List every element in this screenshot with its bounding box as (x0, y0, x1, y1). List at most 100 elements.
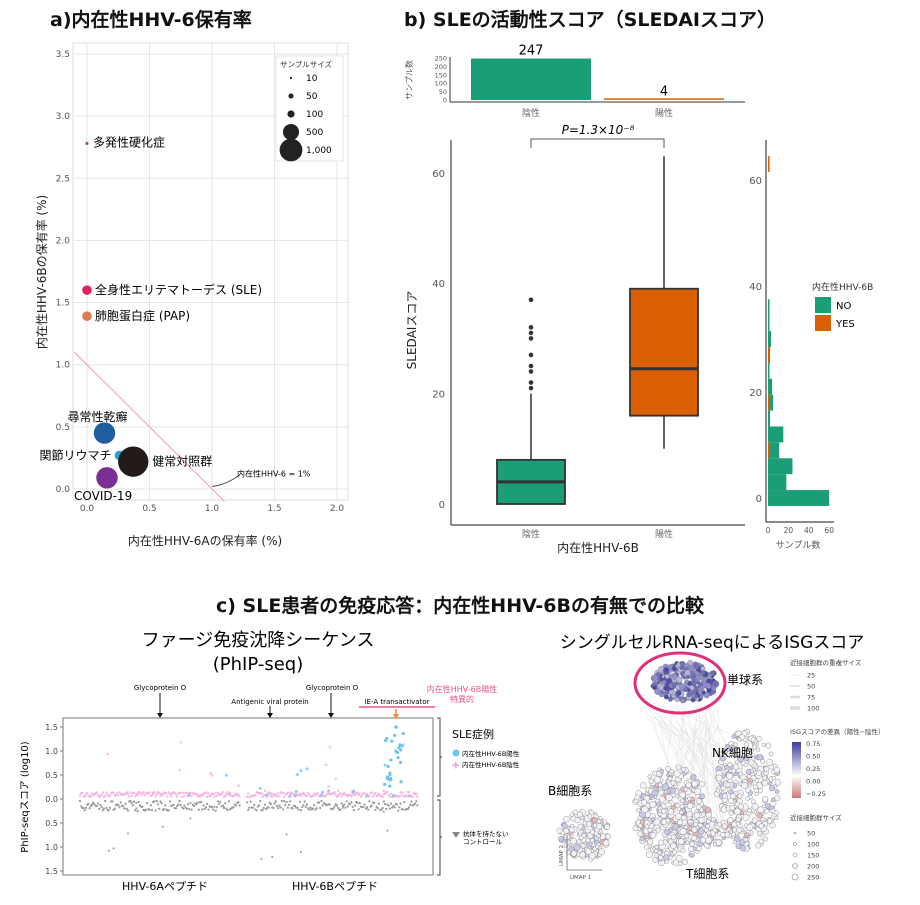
cell-neighborhood (687, 819, 693, 825)
positive-point (321, 790, 325, 794)
negative-point (114, 793, 118, 797)
control-point (319, 806, 322, 810)
cell-neighborhood (661, 680, 667, 685)
negative-point (336, 789, 340, 793)
control-point (189, 801, 192, 805)
phipseq-plot: ファージ免疫沈降シーケンス (PhIP-seq) 1.5 1.0 0.5 0.0 0.5… (20, 630, 520, 893)
cell-neighborhood (720, 806, 728, 813)
y-tick: 3.5 (56, 50, 70, 60)
outlier-point (528, 369, 534, 374)
cell-neighborhood (756, 747, 761, 752)
negative-point (213, 795, 216, 799)
x-tick: 0.0 (80, 504, 95, 514)
cell-neighborhood (605, 833, 611, 840)
cell-neighborhood (639, 836, 645, 842)
control-point (351, 805, 354, 809)
y-tick: 0.0 (45, 795, 58, 804)
x-tick: 0 (766, 526, 771, 535)
y-tick: 0 (443, 97, 447, 105)
bar (471, 58, 591, 100)
control-point (87, 802, 90, 806)
negative-point (316, 792, 319, 795)
control-point (345, 800, 348, 803)
control-point (158, 807, 161, 810)
negative-point (283, 795, 286, 799)
cell-neighborhood (563, 815, 570, 823)
cell-neighborhood (688, 665, 695, 672)
control-point (129, 799, 132, 803)
cell-neighborhood (687, 796, 692, 801)
size-legend-label: 150 (807, 852, 819, 860)
cell-neighborhood (747, 807, 753, 813)
control-point (367, 808, 370, 811)
cell-neighborhood (758, 838, 764, 844)
cell-neighborhood (735, 817, 741, 822)
negative-point (260, 792, 263, 795)
cell-neighborhood (679, 791, 686, 799)
negative-point (161, 793, 164, 797)
positive-point (258, 786, 262, 790)
y-tick: 50 (439, 88, 447, 96)
control-point (88, 807, 91, 810)
control-point (399, 802, 402, 805)
cell-neighborhood (570, 837, 577, 845)
cell-neighborhood (679, 828, 687, 836)
y-tick: 40 (432, 279, 445, 290)
outlier-point (528, 325, 534, 330)
cell-neighborhood (715, 774, 723, 782)
cell-neighborhood (765, 742, 772, 749)
control-point (232, 806, 235, 809)
control-point (291, 807, 294, 810)
point-label: 尋常性乾癬 (68, 409, 128, 424)
score-legend-label: 0.75 (806, 740, 820, 748)
annotation-glycoprotein-o-b: Glycoprotein O (306, 684, 359, 692)
cell-neighborhood (680, 798, 685, 804)
control-point (272, 806, 275, 809)
control-point (134, 809, 137, 812)
cell-neighborhood (659, 769, 664, 774)
negative-point (327, 785, 330, 788)
size-legend: サンプルサイズ 10 50 100 500 1,000 (275, 55, 344, 162)
negative-point (398, 795, 401, 798)
control-point (197, 808, 200, 811)
cell-neighborhood (679, 810, 684, 815)
control-point (223, 807, 225, 810)
positive-point (383, 782, 387, 787)
negative-point (407, 790, 411, 794)
y-tick: 0.5 (56, 423, 70, 433)
control-point (144, 808, 148, 811)
negative-point (105, 791, 108, 794)
legend-negative-marker: ✚ (452, 762, 460, 772)
negative-point (89, 794, 93, 798)
control-point (285, 800, 288, 804)
negative-point (305, 794, 309, 798)
cell-neighborhood (768, 751, 774, 757)
control-point (237, 801, 240, 804)
negative-point (179, 740, 183, 744)
control-point (391, 806, 394, 809)
negative-point (388, 795, 391, 799)
negative-point (358, 792, 361, 795)
cell-neighborhood (671, 672, 678, 679)
cell-neighborhood (712, 680, 720, 688)
control-point (298, 800, 301, 804)
control-point (96, 802, 100, 805)
hist-x-label: サンプル数 (776, 539, 821, 551)
negative-point (353, 793, 357, 797)
control-point (302, 804, 305, 807)
cell-neighborhood (675, 802, 681, 809)
positive-point (385, 736, 389, 740)
cell-neighborhood (680, 848, 686, 853)
control-point (271, 855, 274, 858)
positive-point (388, 784, 392, 788)
data-point (82, 311, 92, 322)
control-point (150, 808, 154, 812)
control-point (102, 807, 106, 810)
cell-neighborhood (637, 831, 643, 837)
control-point (293, 804, 297, 808)
control-point (178, 799, 181, 803)
negative-point (334, 793, 337, 796)
control-point (349, 803, 352, 806)
y-tick: 1.0 (45, 843, 58, 852)
cell-neighborhood (653, 818, 661, 826)
